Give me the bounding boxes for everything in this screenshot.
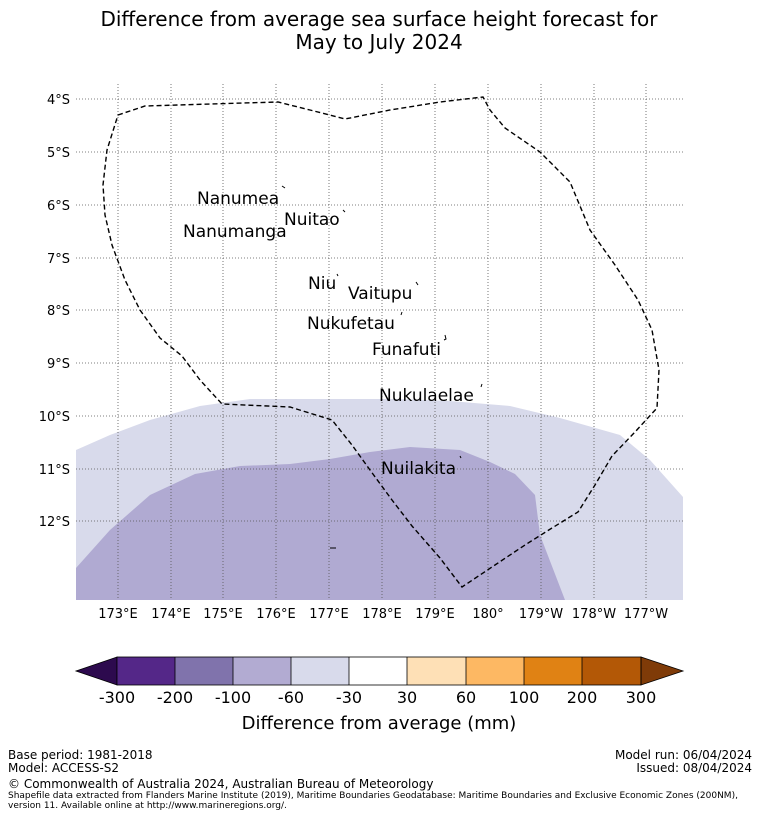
- island-label-nuilakita: Nuilakita: [381, 459, 456, 479]
- lat-label: 8°S: [47, 304, 70, 319]
- footer-right: Model run: 06/04/2024 Issued: 08/04/2024: [615, 749, 752, 775]
- colorbar-band: [407, 657, 466, 685]
- lon-label: 178°W: [572, 607, 616, 622]
- copyright-block: © Commonwealth of Australia 2024, Austra…: [8, 777, 738, 812]
- copyright-notice: © Commonwealth of Australia 2024, Austra…: [8, 777, 434, 791]
- island-marks: [281, 185, 483, 549]
- colorbar-band: [175, 657, 233, 685]
- colorbar-dividers: [174, 657, 583, 685]
- colorbar-band: [117, 657, 175, 685]
- lon-label: 177°E: [309, 607, 349, 622]
- colorbar-band: [233, 657, 291, 685]
- island-label-nuitao: Nuitao: [284, 210, 340, 230]
- island-label-nukufetau: Nukufetau: [307, 314, 395, 334]
- shapefile-credit-1: Shapefile data extracted from Flanders M…: [8, 791, 738, 801]
- model-name: Model: ACCESS-S2: [8, 761, 120, 775]
- island-label-niu: Niu: [308, 274, 336, 294]
- colorbar-tick-label: -100: [215, 688, 251, 707]
- colorbar-band: [349, 657, 407, 685]
- colorbar-band: [524, 657, 582, 685]
- model-run: Model run: 06/04/2024: [614, 748, 752, 762]
- lat-label: 12°S: [39, 515, 70, 530]
- colorbar-extend-min: [74, 656, 118, 686]
- colorbar-outline: [116, 656, 642, 686]
- lat-label: 7°S: [47, 252, 70, 267]
- lat-label: 5°S: [47, 146, 70, 161]
- map-title: Difference from average sea surface heig…: [0, 8, 758, 54]
- colorbar-extend-max: [640, 656, 685, 686]
- lat-label: 4°S: [47, 93, 70, 108]
- graticule: [76, 84, 683, 600]
- colorbar-band: [291, 657, 349, 685]
- colorbar-tick-label: -300: [99, 688, 135, 707]
- lat-label: 11°S: [39, 463, 70, 478]
- lon-label: 177°W: [624, 607, 668, 622]
- colorbar-label: Difference from average (mm): [242, 713, 517, 734]
- lon-label: 179°W: [519, 607, 563, 622]
- island-label-nanumanga: Nanumanga: [183, 222, 287, 242]
- island-label-vaitupu: Vaitupu: [348, 284, 412, 304]
- title-line-2: May to July 2024: [295, 30, 463, 54]
- issued-date: Issued: 08/04/2024: [636, 761, 752, 775]
- lat-label: 6°S: [47, 199, 70, 214]
- lat-label: 10°S: [39, 410, 70, 425]
- lon-label: 180°: [472, 607, 503, 622]
- lon-label: 176°E: [256, 607, 296, 622]
- lon-label: 175°E: [203, 607, 243, 622]
- island-label-nukulaelae: Nukulaelae: [379, 386, 474, 406]
- colorbar-tick-label: 200: [567, 688, 598, 707]
- lon-label: 179°E: [415, 607, 455, 622]
- island-label-nanumea: Nanumea: [197, 189, 279, 209]
- colorbar-tick-label: 60: [456, 688, 476, 707]
- title-line-1: Difference from average sea surface heig…: [100, 7, 658, 31]
- colorbar-tick-label: -60: [278, 688, 304, 707]
- lon-label: 178°E: [362, 607, 402, 622]
- lon-label: 173°E: [98, 607, 138, 622]
- colorbar-tick-label: -30: [336, 688, 362, 707]
- lon-label: 174°E: [151, 607, 191, 622]
- colorbar-tick-label: -200: [157, 688, 193, 707]
- colorbar-tick-label: 30: [397, 688, 417, 707]
- map-panel: Nanumea Nuitao Nanumanga Niu Vaitupu Nuk…: [39, 84, 683, 622]
- colorbar-band: [466, 657, 524, 685]
- eez-boundary-line: [102, 96, 660, 588]
- colorbar-tick-label: 300: [626, 688, 657, 707]
- colorbar-tick-label: 100: [509, 688, 540, 707]
- colorbar-band: [582, 657, 641, 685]
- island-label-funafuti: Funafuti: [372, 340, 441, 360]
- shapefile-credit-2: version 11. Available online at http://w…: [8, 801, 287, 811]
- colorbar: -300 -200 -100 -60 -30 30 60 100 200 300…: [74, 656, 685, 734]
- base-period: Base period: 1981-2018: [8, 748, 153, 762]
- footer-left: Base period: 1981-2018 Model: ACCESS-S2: [8, 749, 153, 775]
- lat-label: 9°S: [47, 357, 70, 372]
